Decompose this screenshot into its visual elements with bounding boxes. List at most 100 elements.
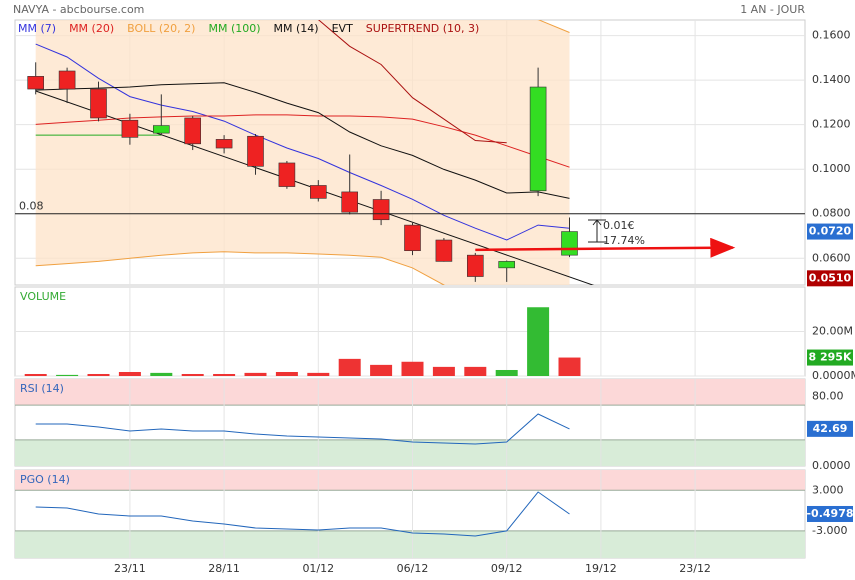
- value-box-label: -0.4978: [806, 507, 853, 520]
- panel-title: RSI (14): [20, 382, 64, 395]
- plot: [27, 20, 595, 285]
- plot: [35, 491, 570, 537]
- y-tick-label: 0.1600: [812, 29, 851, 42]
- y-tick-label: 0.0800: [812, 207, 851, 220]
- legend-item: BOLL (20, 2): [127, 22, 195, 35]
- y-tick-label: 0.1400: [812, 73, 851, 86]
- indicator-line: [35, 114, 570, 168]
- y-tick-label: -3.000: [812, 524, 847, 537]
- candle-body: [372, 199, 390, 221]
- measure-bracket: [588, 219, 606, 243]
- indicator-line: [35, 43, 570, 241]
- candle-body: [529, 86, 547, 192]
- candle-body: [247, 135, 264, 167]
- volume-bar: [56, 374, 79, 376]
- zone: [15, 439, 805, 466]
- value-box-bg: [807, 223, 853, 240]
- x-tick-label: 19/12: [585, 562, 617, 575]
- measure-label: 17.74%: [603, 234, 645, 247]
- volume-bar: [307, 372, 330, 376]
- volume-bar: [244, 372, 267, 376]
- volume-bar: [464, 366, 487, 376]
- volume-bar: [24, 373, 47, 376]
- value-box: 8 295K: [807, 349, 853, 366]
- candle-body: [341, 191, 359, 213]
- candle-body: [498, 261, 516, 269]
- volume-bar: [118, 371, 141, 376]
- volume-bar: [275, 371, 298, 376]
- legend-item: MM (7): [18, 22, 56, 35]
- x-tick-label: 23/12: [679, 562, 711, 575]
- candle-body: [466, 254, 484, 277]
- value-box-label: 0.0720: [809, 225, 852, 238]
- candle-body: [90, 88, 107, 119]
- horizontal-line-label: 0.08: [19, 200, 44, 213]
- indicator-line: [35, 82, 570, 199]
- bollinger-lower: [35, 251, 446, 285]
- y-tick-label: 0.0000: [812, 459, 851, 472]
- volume-bar: [432, 366, 455, 376]
- volume-bar: [213, 373, 236, 376]
- candle-body: [184, 117, 201, 145]
- volume-bar: [495, 369, 518, 376]
- value-box-bg: [807, 505, 853, 522]
- x-tick-label: 06/12: [397, 562, 429, 575]
- plot: [24, 307, 581, 376]
- candle-body: [561, 231, 578, 256]
- y-tick-label: 0.0600: [812, 251, 851, 264]
- measure-label: 0.01€: [603, 219, 635, 232]
- y-tick-label: 0.0000M: [812, 369, 855, 382]
- zone: [15, 530, 805, 558]
- indicator-line: [35, 491, 570, 537]
- x-tick-label: 28/11: [208, 562, 240, 575]
- volume-bar: [401, 361, 424, 376]
- plot: [35, 413, 570, 445]
- value-box-bg: [807, 349, 853, 366]
- value-box: -0.4978: [806, 505, 854, 522]
- value-box-label: 0.0510: [809, 271, 852, 284]
- x-tick-label: 09/12: [491, 562, 523, 575]
- bollinger-band: [35, 20, 570, 285]
- indicator-line: [317, 20, 507, 144]
- volume-bar: [181, 373, 204, 376]
- candle-body: [309, 185, 327, 199]
- candle-body: [404, 224, 421, 252]
- candle-body: [58, 70, 76, 90]
- x-tick-label: 23/11: [114, 562, 146, 575]
- arrow: [475, 237, 736, 258]
- volume-bar: [370, 364, 393, 376]
- value-box-bg: [807, 270, 853, 287]
- x-tick-label: 01/12: [302, 562, 334, 575]
- volume-bar: [558, 357, 581, 376]
- legend-item: MM (100): [208, 22, 260, 35]
- chart-subtitle: 1 AN - JOUR: [740, 3, 805, 16]
- candle-body: [278, 162, 296, 187]
- zone: [15, 470, 805, 491]
- candle-body: [27, 76, 45, 90]
- legend-item: EVT: [332, 22, 353, 35]
- panel-title: VOLUME: [20, 290, 66, 303]
- indicator-line: [35, 413, 570, 445]
- value-box-label: 42.69: [813, 422, 848, 435]
- volume-bar: [87, 373, 110, 376]
- value-box: 42.69: [807, 420, 853, 437]
- y-tick-label: 20.00M: [812, 325, 853, 338]
- candle-body: [121, 119, 139, 138]
- value-box: 0.0720: [807, 223, 853, 240]
- volume-bar: [150, 372, 173, 376]
- zone: [15, 379, 805, 406]
- y-tick-label: 3.000: [812, 483, 844, 496]
- legend-item: MM (20): [69, 22, 114, 35]
- volume-bar: [338, 358, 361, 376]
- value-box-label: 8 295K: [809, 351, 852, 364]
- candle-body: [435, 239, 453, 262]
- y-tick-label: 0.1200: [812, 118, 851, 131]
- candle-body: [153, 125, 170, 134]
- volume-bar: [527, 307, 550, 376]
- value-box: 0.0510: [807, 270, 853, 287]
- legend-item: SUPERTREND (10, 3): [366, 22, 480, 35]
- y-tick-label: 0.1000: [812, 162, 851, 175]
- candle-body: [215, 139, 233, 149]
- legend-item: MM (14): [274, 22, 319, 35]
